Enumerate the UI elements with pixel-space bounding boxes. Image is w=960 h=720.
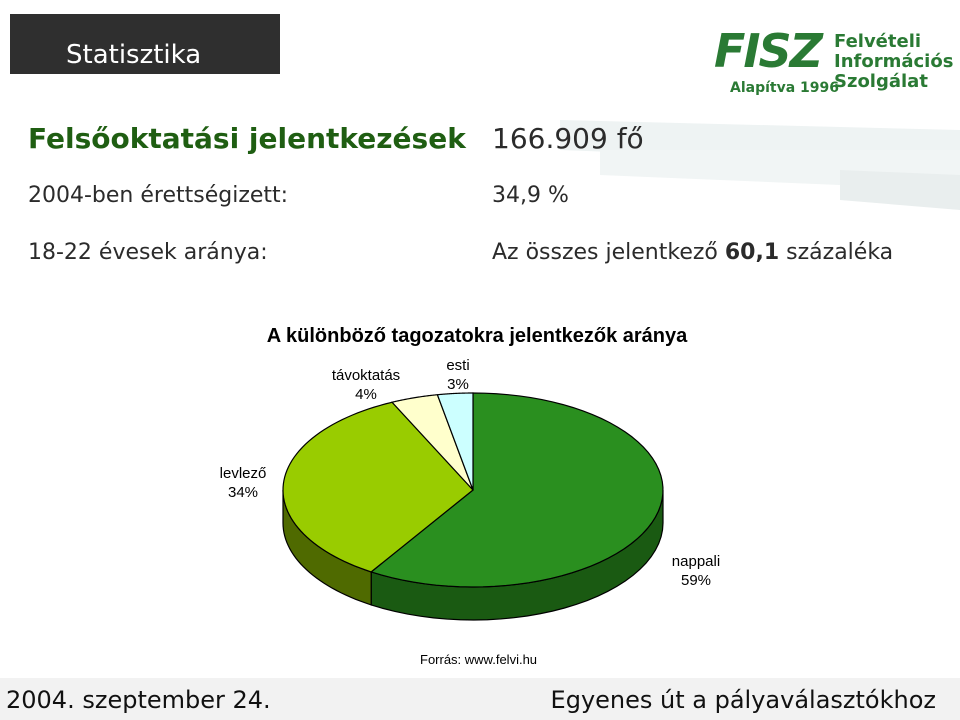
stat-label-graduated: 2004-ben érettségizett: [28,183,289,208]
source-note: Forrás: www.felvi.hu [420,652,538,667]
stat-value-age: Az összes jelentkező 60,1 százaléka [492,240,894,265]
page-title: Statisztika [66,40,202,70]
pie-slice-esti [436,392,474,491]
fisz-logo: FISZ Felvételi Információs Szolgálat Ala… [714,18,954,100]
pie-value-nappali: 59% [681,572,711,589]
footer-slogan: Egyenes út a pályaválasztókhoz [550,686,936,714]
pie-label-levlező: levlező [220,465,267,482]
pie-label-távoktatás: távoktatás [332,367,400,384]
pie-label-nappali: nappali [672,553,720,570]
pie-value-levlező: 34% [228,484,258,501]
pie-value-esti: 3% [447,376,469,393]
pie-value-távoktatás: 4% [355,386,377,403]
pie-slice-levlező [282,401,474,573]
logo-wordmark: FISZ [714,24,823,78]
pie-slice-nappali [369,392,664,588]
pie-label-esti: esti [446,357,469,374]
header-bar [10,14,280,74]
stat-label-age: 18-22 évesek aránya: [28,240,268,265]
stat-value-applications: 166.909 fő [492,122,644,155]
pie-slice-távoktatás [390,394,474,491]
stat-label-applications: Felsőoktatási jelentkezések [28,122,466,155]
chart-title: A különböző tagozatokra jelentkezők arán… [267,325,688,347]
stat-value-graduated: 34,9 % [492,183,569,208]
logo-founded: Alapítva 1996 [730,80,840,96]
footer-bar [0,678,960,720]
logo-text: Felvételi Információs Szolgálat [834,31,954,92]
pie-chart: A különböző tagozatokra jelentkezők arán… [220,325,720,621]
footer-date: 2004. szeptember 24. [6,686,271,714]
